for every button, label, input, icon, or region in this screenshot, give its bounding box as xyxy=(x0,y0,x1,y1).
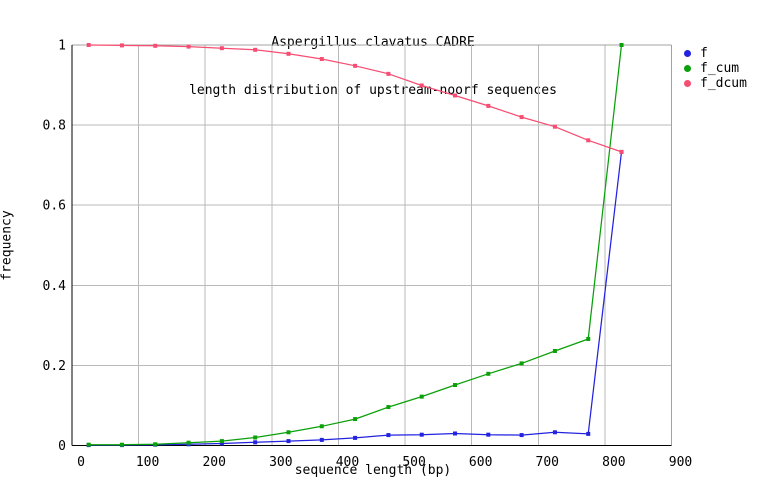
x-tick-label: 700 xyxy=(536,455,559,470)
data-point-f xyxy=(386,433,391,438)
x-tick-label: 800 xyxy=(602,455,625,470)
x-axis-label: sequence length (bp) xyxy=(294,463,452,478)
data-point-f_cum xyxy=(119,442,124,447)
chart-title: Aspergillus clavatus CADRE length distri… xyxy=(73,3,673,131)
legend-item-f_cum: f_cum xyxy=(684,61,747,76)
data-point-f_cum xyxy=(453,383,458,388)
data-point-f_cum xyxy=(286,430,291,435)
y-axis-label: frequency xyxy=(0,210,15,281)
data-point-f_cum xyxy=(86,442,91,447)
data-point-f_dcum xyxy=(186,44,191,49)
data-point-f xyxy=(552,430,557,435)
legend-label: f xyxy=(700,46,708,61)
data-point-f_dcum xyxy=(119,43,124,48)
data-point-f_cum xyxy=(186,440,191,445)
data-point-f_dcum xyxy=(219,46,224,51)
data-point-f xyxy=(253,440,258,445)
legend-label: f_cum xyxy=(700,61,740,76)
data-point-f_dcum xyxy=(586,138,591,143)
data-point-f_cum xyxy=(319,424,324,429)
series-line-f_dcum xyxy=(88,44,622,153)
legend-marker-icon xyxy=(684,65,691,72)
data-point-f_cum xyxy=(253,435,258,440)
data-point-f_cum xyxy=(219,439,224,444)
x-tick-label: 0 xyxy=(77,455,85,470)
data-point-f xyxy=(419,432,424,437)
data-point-f xyxy=(319,437,324,442)
y-tick-label: 0.4 xyxy=(43,279,67,294)
data-point-f_cum xyxy=(353,417,358,422)
data-point-f_cum xyxy=(552,348,557,353)
data-point-f xyxy=(353,435,358,440)
legend: f f_cum f_dcum xyxy=(684,46,747,91)
data-point-f xyxy=(586,431,591,436)
data-point-f xyxy=(486,432,491,437)
legend-item-f_dcum: f_dcum xyxy=(684,76,747,91)
series-line-f_cum xyxy=(88,44,623,446)
data-point-f_dcum xyxy=(486,103,491,108)
legend-label: f_dcum xyxy=(700,76,747,91)
data-point-f_dcum xyxy=(619,149,624,154)
data-point-f_dcum xyxy=(86,43,91,47)
x-tick-label: 200 xyxy=(202,455,225,470)
data-point-f_cum xyxy=(386,405,391,410)
y-tick-label: 0.2 xyxy=(43,359,66,374)
data-point-f xyxy=(519,433,524,438)
data-point-f_dcum xyxy=(319,57,324,62)
legend-marker-icon xyxy=(684,50,691,57)
data-point-f_dcum xyxy=(519,115,524,120)
x-tick-label: 500 xyxy=(402,455,425,470)
x-tick-label: 300 xyxy=(269,455,292,470)
data-point-f_dcum xyxy=(253,47,258,52)
data-point-f xyxy=(219,441,224,446)
x-tick-label: 400 xyxy=(336,455,359,470)
data-point-f_dcum xyxy=(453,93,458,98)
data-point-f xyxy=(453,431,458,436)
legend-item-f: f xyxy=(684,46,747,61)
data-point-f_cum xyxy=(486,371,491,376)
y-tick-label: 1 xyxy=(58,39,66,54)
data-point-f_dcum xyxy=(286,51,291,56)
x-tick-label: 900 xyxy=(669,455,692,470)
y-tick-label: 0.6 xyxy=(43,199,66,214)
y-tick-label: 0 xyxy=(58,439,66,454)
y-tick-label: 0.8 xyxy=(43,119,66,134)
data-point-f_dcum xyxy=(386,71,391,76)
data-point-f_cum xyxy=(519,361,524,366)
data-point-f_dcum xyxy=(153,43,158,48)
chart-title-line1: Aspergillus clavatus CADRE xyxy=(271,35,475,50)
x-tick-label: 100 xyxy=(136,455,159,470)
data-point-f_cum xyxy=(619,43,624,47)
legend-marker-icon xyxy=(684,80,691,87)
series-line-f xyxy=(88,151,623,446)
data-point-f_dcum xyxy=(419,83,424,88)
data-point-f_dcum xyxy=(552,124,557,129)
x-tick-label: 600 xyxy=(469,455,492,470)
data-point-f_dcum xyxy=(353,63,358,68)
data-point-f_cum xyxy=(586,336,591,341)
data-point-f xyxy=(286,439,291,444)
data-point-f_cum xyxy=(153,442,158,447)
chart-title-line2: length distribution of upstream-noorf se… xyxy=(189,83,557,98)
data-point-f_cum xyxy=(419,394,424,399)
